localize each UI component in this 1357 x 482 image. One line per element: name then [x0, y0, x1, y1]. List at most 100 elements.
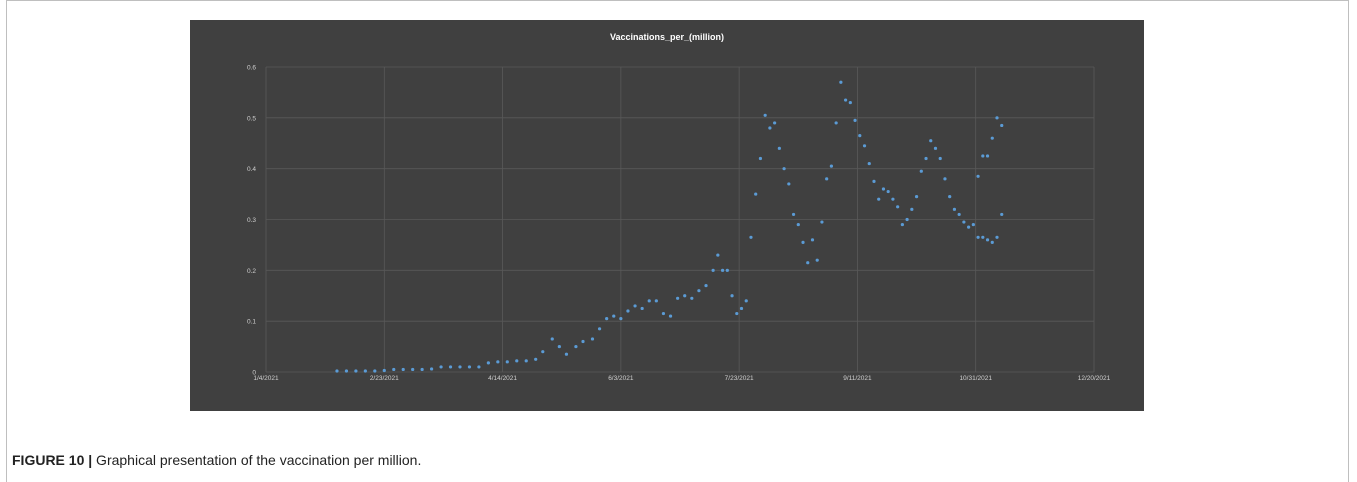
- data-point: [905, 217, 909, 222]
- data-point: [910, 207, 914, 211]
- data-point: [981, 154, 985, 158]
- data-point: [952, 207, 957, 211]
- data-point: [392, 367, 396, 372]
- data-point: [985, 238, 990, 242]
- data-point: [647, 299, 651, 303]
- figure-caption: FIGURE 10 | Graphical presentation of th…: [12, 452, 421, 468]
- data-point: [373, 369, 377, 373]
- data-point: [676, 296, 680, 300]
- data-point: [704, 283, 708, 288]
- data-point: [886, 189, 890, 194]
- figure-label: FIGURE 10 |: [12, 452, 93, 468]
- data-point: [815, 258, 819, 262]
- data-point: [933, 146, 938, 150]
- data-point: [661, 311, 666, 316]
- data-point: [411, 367, 415, 372]
- figure-frame: [6, 0, 1349, 482]
- data-points: [335, 80, 1004, 373]
- data-point: [839, 80, 843, 84]
- y-tick-label: 0.3: [247, 217, 256, 224]
- data-point: [834, 121, 838, 125]
- data-point: [782, 167, 786, 171]
- data-point: [862, 144, 867, 148]
- data-point: [515, 359, 519, 363]
- data-point: [754, 192, 758, 196]
- data-point: [534, 357, 538, 361]
- data-point: [730, 294, 734, 298]
- data-point: [363, 369, 367, 373]
- data-point: [773, 121, 777, 125]
- x-tick-label: 2/23/2021: [370, 375, 399, 382]
- data-point: [829, 164, 834, 168]
- data-point: [354, 369, 358, 373]
- data-point: [720, 268, 725, 272]
- data-point: [787, 182, 791, 186]
- data-point: [716, 253, 720, 257]
- grid: [265, 66, 1095, 373]
- data-point: [848, 100, 852, 105]
- data-point: [995, 116, 999, 120]
- data-point: [853, 118, 857, 122]
- data-point: [739, 306, 744, 311]
- data-point: [791, 212, 796, 217]
- data-point: [626, 309, 630, 313]
- axis-ticks: 0 0.1 0.2 0.3 0.4 0.5 0.6 1/4/2021 2/23/2021 4/14…: [247, 65, 1111, 383]
- data-point: [439, 365, 443, 369]
- data-point: [929, 139, 933, 143]
- data-point: [777, 146, 781, 150]
- figure-caption-text: Graphical presentation of the vaccinatio…: [92, 452, 422, 468]
- data-point: [891, 197, 895, 201]
- data-point: [806, 261, 810, 265]
- data-point: [976, 174, 980, 178]
- data-point: [962, 220, 966, 224]
- data-point: [844, 98, 848, 102]
- data-point: [711, 268, 715, 272]
- data-point: [1000, 212, 1004, 217]
- y-tick-label: 0.5: [247, 115, 256, 122]
- data-point: [590, 337, 595, 341]
- data-point: [564, 352, 569, 356]
- data-point: [574, 344, 578, 349]
- data-point: [801, 240, 805, 244]
- data-point: [744, 299, 748, 303]
- data-point: [597, 327, 602, 331]
- data-point: [825, 177, 829, 181]
- data-point: [820, 220, 824, 224]
- data-point: [524, 359, 528, 363]
- data-point: [420, 367, 424, 372]
- data-point: [344, 369, 349, 373]
- data-point: [550, 337, 554, 341]
- data-point: [872, 179, 876, 183]
- data-point: [581, 339, 585, 344]
- data-point: [633, 304, 637, 308]
- data-point: [981, 235, 985, 239]
- data-point: [990, 240, 994, 244]
- data-point: [668, 314, 673, 318]
- data-point: [557, 344, 561, 349]
- data-point: [477, 365, 481, 369]
- data-point: [605, 317, 609, 321]
- data-point: [938, 156, 942, 161]
- data-point: [919, 169, 923, 173]
- x-tick-label: 12/20/2021: [1078, 375, 1111, 382]
- x-tick-label: 4/14/2021: [488, 375, 517, 382]
- data-point: [990, 136, 994, 140]
- data-point: [749, 235, 753, 239]
- data-point: [976, 235, 980, 239]
- data-point: [900, 222, 904, 227]
- data-point: [768, 126, 772, 130]
- data-point: [971, 222, 975, 227]
- data-point: [758, 156, 763, 161]
- data-point: [877, 197, 881, 201]
- data-point: [796, 222, 800, 227]
- data-point: [496, 360, 500, 364]
- scatter-chart: 0 0.1 0.2 0.3 0.4 0.5 0.6 1/4/2021 2/23/2021 4/14…: [247, 32, 1111, 383]
- data-point: [810, 238, 815, 242]
- data-point: [858, 134, 862, 138]
- data-point: [640, 306, 644, 311]
- y-tick-label: 0.2: [247, 268, 256, 275]
- y-tick-label: 0.4: [247, 166, 256, 173]
- data-point: [896, 205, 900, 209]
- data-point: [1000, 123, 1004, 128]
- data-point: [985, 154, 990, 158]
